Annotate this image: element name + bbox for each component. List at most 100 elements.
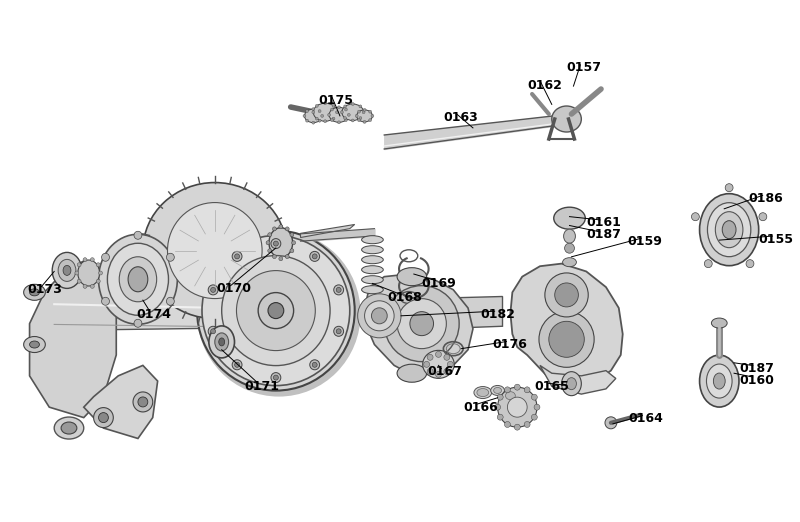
- Circle shape: [369, 110, 372, 113]
- Ellipse shape: [30, 289, 39, 296]
- Circle shape: [554, 283, 578, 307]
- Text: 0168: 0168: [387, 291, 422, 304]
- Ellipse shape: [362, 276, 383, 284]
- Circle shape: [332, 117, 335, 120]
- Circle shape: [338, 106, 341, 109]
- Text: 0187: 0187: [739, 362, 774, 375]
- Ellipse shape: [722, 221, 736, 239]
- Text: 0155: 0155: [758, 233, 794, 245]
- Circle shape: [102, 253, 110, 262]
- Circle shape: [290, 233, 294, 237]
- Circle shape: [336, 288, 341, 292]
- Circle shape: [334, 326, 343, 336]
- Ellipse shape: [474, 387, 492, 398]
- Circle shape: [83, 258, 87, 262]
- Circle shape: [268, 233, 272, 237]
- Text: 0174: 0174: [136, 308, 171, 321]
- Circle shape: [94, 408, 114, 428]
- Circle shape: [134, 319, 142, 327]
- Circle shape: [746, 259, 754, 268]
- Text: 0167: 0167: [428, 365, 462, 378]
- Circle shape: [514, 424, 520, 430]
- Circle shape: [268, 248, 272, 253]
- Ellipse shape: [563, 229, 575, 243]
- Circle shape: [208, 285, 218, 295]
- Ellipse shape: [490, 385, 505, 396]
- Ellipse shape: [342, 104, 363, 121]
- Text: 0157: 0157: [566, 62, 602, 74]
- Polygon shape: [540, 365, 616, 394]
- Circle shape: [271, 239, 281, 248]
- Circle shape: [232, 360, 242, 370]
- Circle shape: [363, 121, 366, 123]
- Circle shape: [197, 231, 361, 397]
- Circle shape: [498, 387, 537, 427]
- Circle shape: [531, 414, 538, 420]
- Circle shape: [605, 417, 617, 429]
- Circle shape: [334, 285, 343, 295]
- Circle shape: [202, 235, 350, 386]
- Ellipse shape: [98, 234, 178, 324]
- Ellipse shape: [362, 266, 383, 274]
- Polygon shape: [30, 261, 116, 418]
- Circle shape: [312, 111, 315, 114]
- Ellipse shape: [107, 243, 169, 315]
- Circle shape: [363, 109, 366, 111]
- Ellipse shape: [552, 106, 582, 132]
- Circle shape: [444, 369, 450, 374]
- Circle shape: [397, 299, 446, 349]
- Circle shape: [324, 102, 326, 105]
- Text: 0162: 0162: [527, 79, 562, 92]
- Circle shape: [365, 301, 394, 331]
- Text: 0173: 0173: [27, 283, 62, 296]
- Circle shape: [427, 369, 433, 374]
- Circle shape: [232, 252, 242, 262]
- Circle shape: [704, 259, 712, 268]
- Circle shape: [138, 397, 148, 407]
- Circle shape: [358, 294, 401, 338]
- Circle shape: [343, 105, 346, 108]
- Circle shape: [359, 116, 362, 120]
- Circle shape: [273, 227, 276, 231]
- Ellipse shape: [422, 350, 454, 378]
- Ellipse shape: [63, 265, 71, 276]
- Circle shape: [312, 254, 317, 259]
- Circle shape: [498, 414, 503, 420]
- Circle shape: [274, 375, 278, 380]
- Circle shape: [505, 387, 510, 393]
- Ellipse shape: [715, 212, 743, 247]
- Text: 0187: 0187: [586, 229, 621, 241]
- Circle shape: [98, 271, 102, 275]
- Circle shape: [292, 241, 295, 245]
- Circle shape: [290, 248, 294, 253]
- Text: 0170: 0170: [217, 282, 252, 295]
- Text: 0175: 0175: [318, 94, 354, 106]
- Circle shape: [237, 270, 315, 351]
- Circle shape: [336, 329, 341, 334]
- Text: 0163: 0163: [443, 111, 478, 124]
- Circle shape: [321, 114, 324, 117]
- Circle shape: [759, 212, 767, 221]
- Circle shape: [524, 387, 530, 393]
- Ellipse shape: [209, 326, 234, 358]
- Text: 0164: 0164: [629, 412, 663, 425]
- Ellipse shape: [706, 364, 732, 398]
- Circle shape: [306, 110, 309, 113]
- Circle shape: [355, 114, 358, 117]
- Circle shape: [345, 108, 347, 111]
- Circle shape: [271, 373, 281, 383]
- Ellipse shape: [54, 417, 84, 439]
- Circle shape: [384, 286, 459, 362]
- Circle shape: [210, 288, 215, 292]
- Circle shape: [545, 273, 588, 317]
- Circle shape: [565, 243, 574, 253]
- Circle shape: [332, 104, 335, 108]
- Circle shape: [371, 308, 387, 324]
- Circle shape: [286, 255, 289, 258]
- Polygon shape: [301, 224, 354, 238]
- Circle shape: [286, 227, 289, 231]
- Circle shape: [424, 361, 430, 367]
- Ellipse shape: [494, 387, 502, 394]
- Circle shape: [306, 119, 309, 122]
- Circle shape: [222, 256, 330, 365]
